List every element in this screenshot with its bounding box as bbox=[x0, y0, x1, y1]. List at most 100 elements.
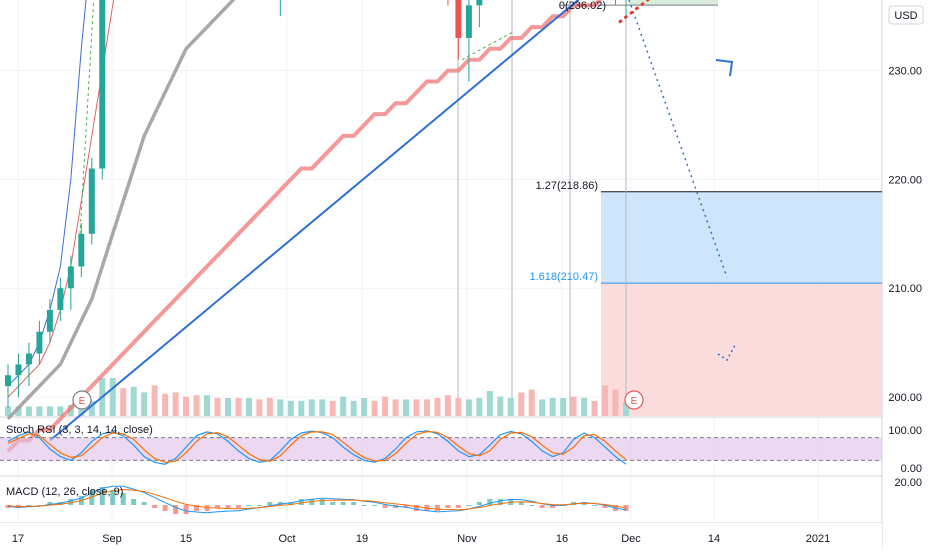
volume-bar bbox=[455, 398, 462, 416]
volume-bar bbox=[287, 400, 294, 416]
stoch-d-line bbox=[7, 430, 627, 463]
macd-hist-bar bbox=[131, 499, 137, 505]
macd-hist-bar bbox=[183, 505, 189, 514]
volume-bar bbox=[78, 405, 85, 416]
macd-hist-bar bbox=[550, 505, 556, 508]
time-axis-bg bbox=[0, 523, 882, 550]
volume-bar bbox=[329, 400, 336, 416]
macd-hist-bar bbox=[267, 502, 273, 505]
volume-bar bbox=[214, 398, 221, 416]
price-tick-label: 220.00 bbox=[888, 174, 922, 186]
volume-bar bbox=[88, 400, 95, 416]
macd-hist-bar bbox=[434, 505, 440, 511]
volume-bar bbox=[581, 398, 588, 416]
candle-body bbox=[465, 5, 472, 38]
earnings-marker[interactable] bbox=[624, 390, 644, 410]
macd-hist-bar bbox=[152, 505, 158, 508]
volume-bar bbox=[36, 406, 43, 416]
macd-hist-bar bbox=[487, 499, 493, 505]
projection-down-line bbox=[628, 0, 728, 278]
candle-body bbox=[57, 288, 64, 310]
volume-bar bbox=[570, 396, 577, 416]
volume-bar bbox=[141, 392, 148, 416]
fib-label: 1.27(218.86) bbox=[536, 180, 598, 192]
volume-bar bbox=[465, 399, 472, 416]
macd-hist-bar bbox=[319, 499, 325, 505]
volume-bar bbox=[57, 406, 64, 416]
volume-bar bbox=[183, 396, 190, 416]
macd-hist-bar bbox=[256, 505, 262, 506]
volume-bar bbox=[623, 402, 629, 416]
volume-bar bbox=[46, 406, 53, 416]
macd-hist-bar bbox=[298, 499, 304, 505]
time-tick-label: 17 bbox=[12, 533, 24, 545]
candle-body bbox=[476, 0, 483, 6]
macd-hist-bar bbox=[36, 505, 42, 506]
time-tick-label: Sep bbox=[102, 533, 122, 545]
macd-hist-bar bbox=[141, 502, 147, 505]
fib-label: 1.618(210.47) bbox=[530, 271, 599, 283]
projection-up-arrowhead bbox=[715, 59, 734, 77]
volume-bar bbox=[256, 399, 263, 416]
stoch-rsi-label: Stoch RSI (3, 3, 14, 14, close) bbox=[6, 424, 153, 436]
volume-bar bbox=[423, 399, 430, 416]
fib-zone-bottom-blue bbox=[601, 191, 882, 284]
macd-hist-bar bbox=[592, 505, 598, 506]
volume-bar bbox=[235, 398, 242, 416]
macd-hist-bar bbox=[235, 505, 241, 508]
volume-bar bbox=[371, 400, 378, 416]
volume-bar bbox=[193, 395, 200, 416]
macd-hist-bar bbox=[120, 493, 126, 505]
candle-body bbox=[15, 364, 22, 376]
macd-hist-bar bbox=[288, 502, 294, 505]
macd-hist-bar bbox=[246, 505, 252, 506]
volume-bar bbox=[476, 398, 483, 416]
macd-hist-bar bbox=[351, 502, 357, 505]
macd-hist-bar bbox=[361, 505, 367, 506]
volume-bar bbox=[497, 396, 504, 416]
volume-bar bbox=[528, 389, 535, 416]
currency-badge[interactable] bbox=[888, 5, 924, 25]
macd-hist-bar bbox=[518, 502, 524, 505]
macd-hist-bar bbox=[173, 505, 179, 514]
projection-down-arrowhead bbox=[717, 344, 736, 362]
volume-bar bbox=[392, 399, 399, 416]
macd-hist-bar bbox=[623, 505, 629, 511]
candle-body bbox=[25, 353, 32, 365]
time-tick-label: 19 bbox=[356, 533, 368, 545]
volume-bar bbox=[224, 398, 231, 416]
volume-bar bbox=[298, 400, 305, 416]
volume-bar bbox=[591, 400, 598, 416]
macd-hist-bar bbox=[225, 505, 231, 508]
price-tick-label: 200.00 bbox=[888, 392, 922, 404]
volume-bar bbox=[120, 388, 127, 416]
volume-bar bbox=[204, 395, 211, 416]
time-tick-label: Nov bbox=[457, 533, 477, 545]
fib-zone-retrace bbox=[629, 0, 718, 6]
earnings-marker-label: E bbox=[631, 396, 638, 407]
volume-bar bbox=[109, 378, 116, 416]
earnings-marker[interactable] bbox=[72, 390, 92, 410]
volume-bar bbox=[130, 386, 137, 416]
stoch-band bbox=[0, 437, 882, 461]
stoch-tick-label: 100.00 bbox=[888, 425, 922, 437]
macd-label: MACD (12, 26, close, 9) bbox=[6, 486, 123, 498]
volume-bar bbox=[308, 399, 315, 416]
volume-bar bbox=[444, 395, 451, 416]
volume-bar bbox=[340, 396, 347, 416]
macd-hist-bar bbox=[497, 499, 503, 505]
candle-body bbox=[78, 233, 85, 267]
candle-body bbox=[88, 168, 95, 234]
macd-hist-bar bbox=[466, 505, 472, 506]
macd-hist-bar bbox=[110, 490, 116, 505]
macd-hist-bar bbox=[476, 502, 482, 505]
volume-bar bbox=[539, 399, 546, 416]
volume-bar bbox=[319, 399, 326, 416]
macd-hist-bar bbox=[214, 505, 220, 508]
macd-hist-bar bbox=[445, 505, 451, 508]
macd-hist-bar bbox=[47, 502, 53, 505]
macd-hist-bar bbox=[330, 502, 336, 505]
macd-signal-line bbox=[7, 488, 627, 511]
volume-bar bbox=[350, 400, 357, 416]
